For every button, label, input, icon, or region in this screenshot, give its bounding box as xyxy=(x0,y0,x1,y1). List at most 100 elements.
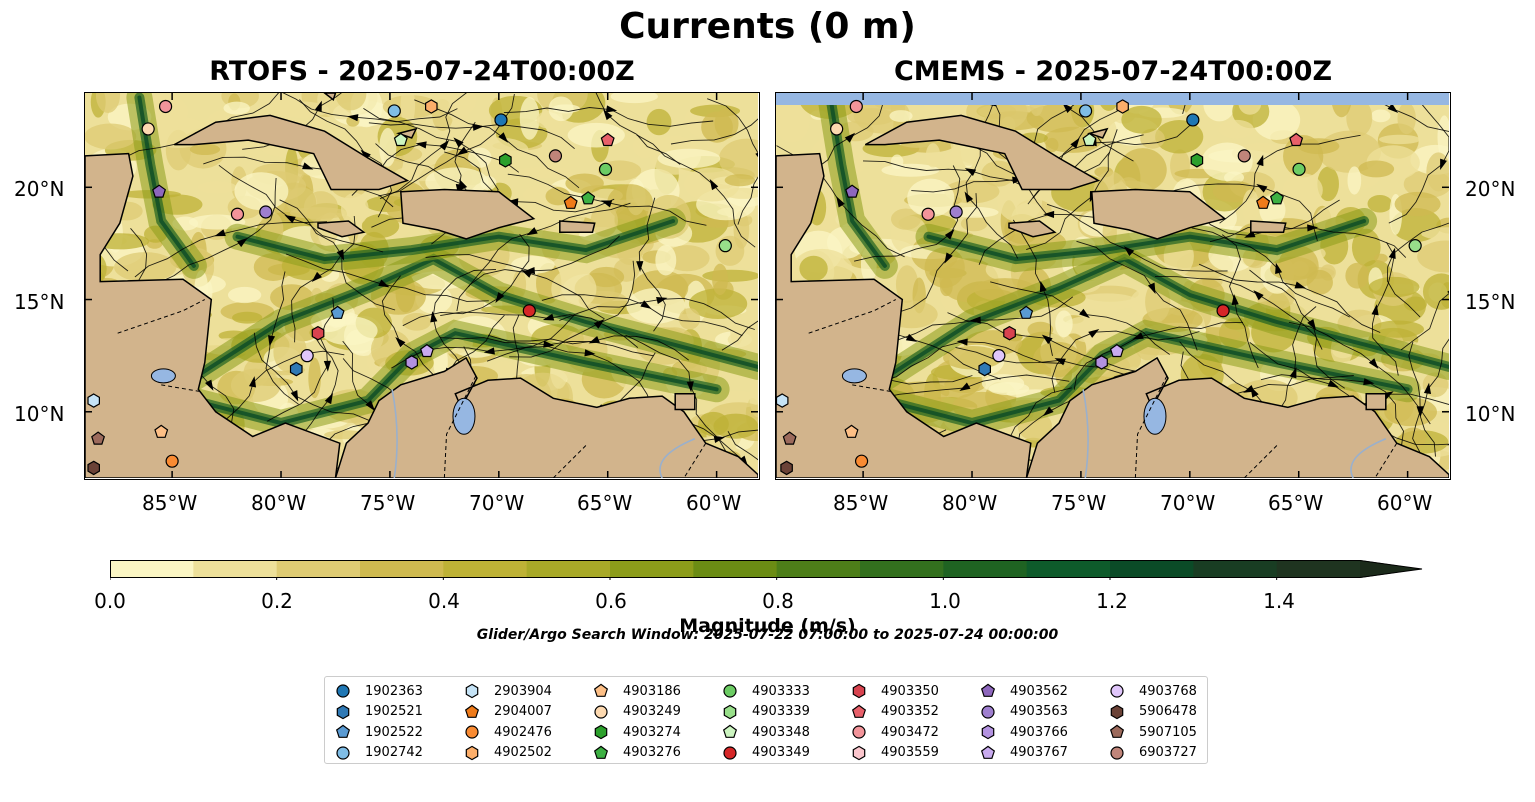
float-marker xyxy=(499,153,512,168)
legend-marker xyxy=(852,745,866,760)
legend-label: 1902742 xyxy=(365,745,423,760)
colorbar-segment xyxy=(1276,560,1361,578)
colorbar-tick: 0.4 xyxy=(428,589,460,613)
colorbar-tick: 0.2 xyxy=(261,589,293,613)
legend-entry: 5906478 xyxy=(1109,702,1197,722)
colorbar-segment xyxy=(193,560,278,578)
lon-tick-label: 65°W xyxy=(577,491,633,515)
legend-marker xyxy=(336,745,350,760)
float-marker xyxy=(158,99,173,114)
legend-marker-shape xyxy=(1110,704,1124,719)
legend-label: 4903563 xyxy=(1010,704,1068,719)
float-marker xyxy=(311,325,325,341)
legend-label: 5906478 xyxy=(1139,704,1197,719)
legend-marker xyxy=(1110,745,1124,760)
colorbar-tick: 1.4 xyxy=(1263,589,1295,613)
legend-label: 4903276 xyxy=(623,745,681,760)
legend-marker xyxy=(1109,724,1125,738)
float-marker xyxy=(1003,325,1016,341)
legend-marker-shape xyxy=(722,724,738,738)
float-marker xyxy=(91,431,106,445)
float-marker xyxy=(548,149,563,163)
legend-marker-shape xyxy=(465,745,479,760)
legend-marker xyxy=(980,745,996,759)
legend-entry: 4903559 xyxy=(851,743,939,763)
colorbar-segment xyxy=(276,560,361,578)
legend-marker xyxy=(723,704,737,719)
legend-marker-shape xyxy=(723,684,737,698)
legend-entry: 1902521 xyxy=(335,702,423,722)
legend-marker-shape xyxy=(465,725,479,739)
float-marker xyxy=(300,349,314,363)
lon-tick-label: 80°W xyxy=(942,491,998,515)
legend-marker xyxy=(851,704,867,718)
lon-tick-label: 75°W xyxy=(1051,491,1107,515)
legend-marker xyxy=(722,724,738,738)
float-marker xyxy=(598,162,613,176)
colorbar-segment xyxy=(693,560,778,578)
legend-entry: 1902742 xyxy=(335,743,423,763)
legend-entry: 4903274 xyxy=(593,722,681,742)
legend-label: 4903274 xyxy=(623,724,681,740)
legend-label: 1902522 xyxy=(365,724,423,740)
legend-marker-shape xyxy=(1109,724,1125,738)
legend-label: 4903333 xyxy=(752,683,810,699)
float-marker xyxy=(87,460,100,476)
figure-title: Currents (0 m) xyxy=(619,6,916,47)
lon-tick-label: 60°W xyxy=(686,491,742,515)
legend-marker xyxy=(594,724,608,740)
colorbar-segment xyxy=(943,560,1028,578)
legend-entry: 2903904 xyxy=(464,681,552,701)
legend-entry: 4903563 xyxy=(980,702,1068,722)
legend-marker-shape xyxy=(981,724,995,740)
lon-tick-label: 70°W xyxy=(1160,491,1216,515)
legend-marker-shape xyxy=(593,745,609,759)
float-marker xyxy=(1292,162,1306,176)
float-marker xyxy=(405,355,418,370)
lon-tick-label: 60°W xyxy=(1377,491,1433,515)
colorbar-segment xyxy=(360,560,444,578)
legend-marker-shape xyxy=(336,704,350,719)
legend-marker xyxy=(852,683,866,699)
float-marker xyxy=(1186,113,1200,127)
legend-label: 4903350 xyxy=(881,683,939,699)
float-marker xyxy=(425,99,438,114)
float-marker xyxy=(854,454,869,468)
legend-entry: 6903727 xyxy=(1109,743,1197,763)
float-marker xyxy=(1078,104,1093,118)
legend-label: 4903472 xyxy=(881,724,939,740)
colorbar-segment xyxy=(1193,560,1278,578)
legend-marker-shape xyxy=(336,684,350,698)
legend-entry: 4903562 xyxy=(980,681,1068,701)
colorbar-segment xyxy=(526,560,611,578)
map-panel-cmems[interactable] xyxy=(775,92,1451,480)
colorbar-segment xyxy=(110,560,194,578)
legend-label: 4903559 xyxy=(881,745,939,760)
float-marker xyxy=(978,361,991,377)
panel-title-cmems: CMEMS - 2025-07-24T00:00Z xyxy=(893,56,1333,87)
colorbar-segment xyxy=(610,560,694,578)
legend-marker xyxy=(465,745,479,760)
map-panel-rtofs[interactable] xyxy=(84,92,760,480)
legend-marker xyxy=(723,745,737,760)
legend-entry: 4903766 xyxy=(980,722,1068,742)
lon-tick-label: 70°W xyxy=(469,491,525,515)
colorbar-segment xyxy=(443,560,528,578)
legend-marker-shape xyxy=(851,704,867,718)
float-marker xyxy=(419,343,434,358)
colorbar-segment xyxy=(776,560,861,578)
float-marker xyxy=(830,122,844,136)
legend-entry: 4903350 xyxy=(851,681,939,701)
legend-entry: 2904007 xyxy=(464,702,552,722)
float-marker xyxy=(230,207,245,221)
legend-entry: 5907105 xyxy=(1109,722,1197,742)
legend-label: 4903339 xyxy=(752,704,810,719)
colorbar-segment xyxy=(1026,560,1111,578)
legend-label: 1902363 xyxy=(365,683,423,699)
legend-label: 2903904 xyxy=(494,683,552,699)
legend-entry: 4903352 xyxy=(851,702,939,722)
legend-marker-shape xyxy=(980,745,996,759)
lon-tick-label: 80°W xyxy=(251,491,307,515)
lat-tick-label: 15°N xyxy=(1465,290,1516,314)
legend-entry: 4903349 xyxy=(722,743,810,763)
